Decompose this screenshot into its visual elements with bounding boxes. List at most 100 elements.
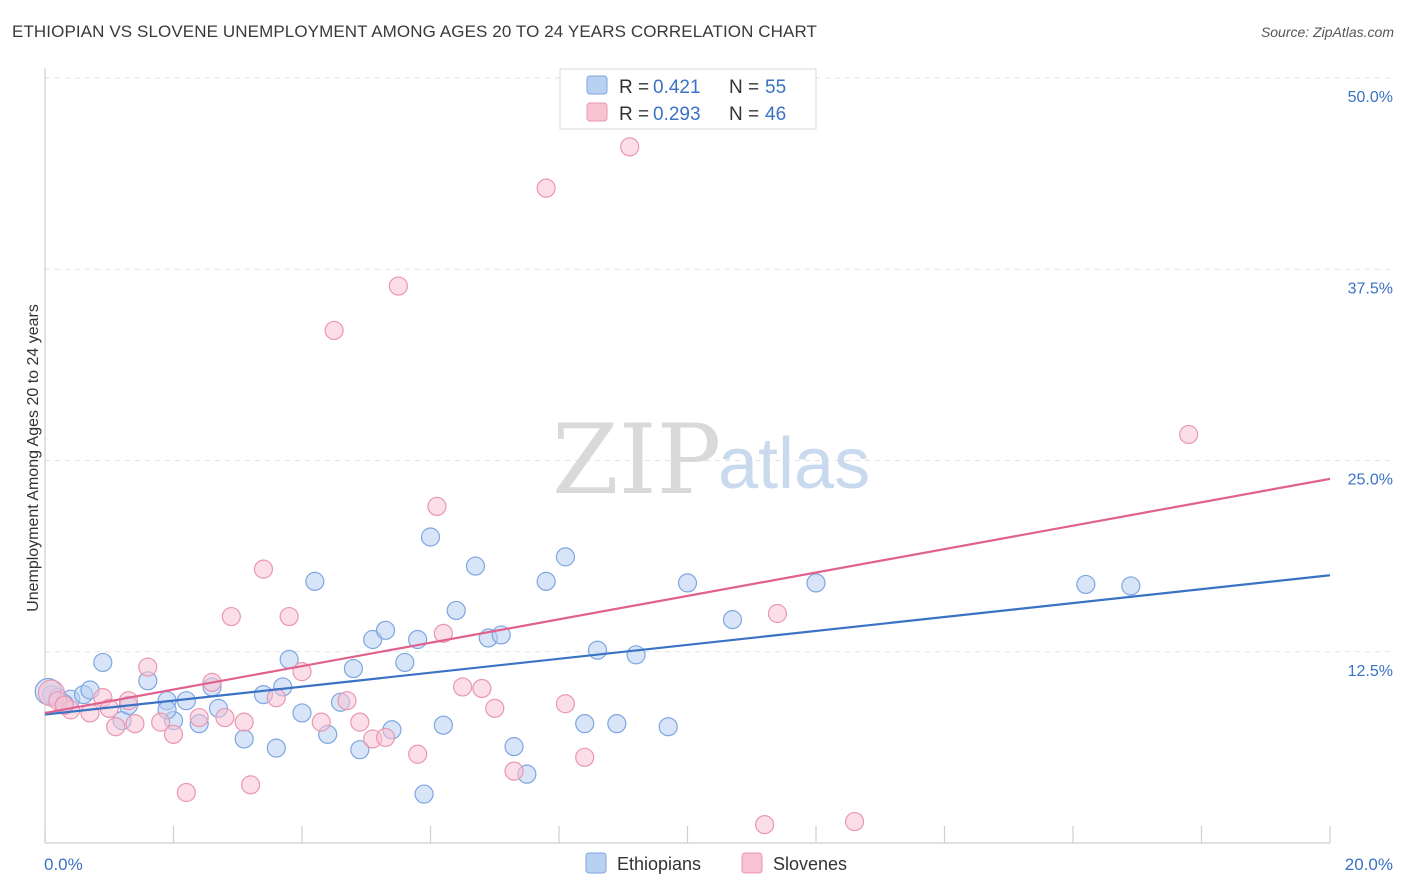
slovene-point xyxy=(754,815,775,835)
series-legend-ethiopians[interactable]: Ethiopians xyxy=(585,852,701,874)
slovene-point xyxy=(266,688,286,708)
legend-n-value: 46 xyxy=(765,104,786,125)
series-swatch-ethiopians xyxy=(585,852,607,874)
ethiopian-point xyxy=(555,547,576,567)
ethiopian-point xyxy=(575,714,595,734)
slovene-point xyxy=(163,724,184,744)
ethiopian-point xyxy=(395,652,415,673)
slovene-point xyxy=(279,606,299,627)
watermark-zip: ZIP xyxy=(552,404,721,516)
ethiopian-point xyxy=(350,740,370,760)
ethiopian-point xyxy=(806,573,826,593)
y-tick-label: 12.5% xyxy=(1348,663,1393,680)
slovene-point xyxy=(106,717,126,737)
legend-r-label: R = xyxy=(619,77,649,98)
source-credit: Source: ZipAtlas.com xyxy=(1260,24,1394,40)
ethiopian-point xyxy=(504,737,524,757)
ethiopian-point xyxy=(536,571,556,591)
slovene-point xyxy=(337,691,357,711)
slovene-point xyxy=(408,744,428,764)
ethiopian-point xyxy=(446,600,466,621)
ethiopian-trendline xyxy=(44,574,1331,716)
ethiopian-point xyxy=(677,573,698,593)
trendlines xyxy=(44,477,1331,716)
y-tick-label: 37.5% xyxy=(1348,280,1393,297)
series-label-ethiopians: Ethiopians xyxy=(617,854,701,874)
slovene-point xyxy=(575,747,595,767)
ethiopian-point xyxy=(93,652,113,673)
ethiopian-point xyxy=(626,645,646,665)
watermark: ZIP atlas xyxy=(552,404,870,516)
legend-swatch-slovenes xyxy=(586,102,608,122)
slovene-point xyxy=(485,698,505,718)
slovene-point xyxy=(138,657,158,677)
chart-title: ETHIOPIAN VS SLOVENE UNEMPLOYMENT AMONG … xyxy=(12,22,818,41)
legend-row-slovenes: R = 0.293 N = 46 xyxy=(586,102,786,125)
grid-lines xyxy=(45,77,1390,653)
ethiopian-point xyxy=(305,571,325,591)
slovene-point xyxy=(1179,424,1199,445)
slovene-point xyxy=(453,677,473,697)
slovene-point xyxy=(176,782,196,803)
slovene-point xyxy=(151,712,171,732)
slovene-point xyxy=(388,276,408,296)
slovene-point xyxy=(241,775,261,795)
slovene-point xyxy=(253,559,274,579)
x-tick-labels: 0.0% 20.0% xyxy=(44,855,1393,874)
correlation-legend: R = 0.421 N = 55 R = 0.293 N = 46 xyxy=(559,68,817,130)
slovene-point xyxy=(427,496,447,516)
slovene-point xyxy=(215,707,235,728)
slovene-point xyxy=(433,623,453,643)
series-legend: Ethiopians Slovenes xyxy=(585,852,847,874)
slovene-point xyxy=(350,712,370,732)
slovene-point xyxy=(536,178,556,198)
x-tick-label: 0.0% xyxy=(44,855,83,874)
ethiopian-point xyxy=(292,703,312,723)
legend-swatch-ethiopians xyxy=(586,75,608,95)
slovene-point xyxy=(555,694,576,714)
legend-n-value: 55 xyxy=(765,77,786,98)
ethiopian-point xyxy=(658,717,678,737)
legend-row-ethiopians: R = 0.421 N = 55 xyxy=(586,75,786,98)
slovene-point xyxy=(504,761,524,781)
slovene-point xyxy=(620,137,640,157)
ethiopian-point xyxy=(234,729,254,749)
legend-r-value: 0.293 xyxy=(653,104,701,125)
legend-n-label: N = xyxy=(729,77,759,98)
ethiopian-point xyxy=(1076,574,1096,595)
slovene-point xyxy=(472,678,492,699)
ethiopian-point xyxy=(465,556,486,576)
data-points xyxy=(34,137,1199,835)
watermark-atlas: atlas xyxy=(718,424,870,504)
slovene-point xyxy=(311,712,331,732)
legend-n-label: N = xyxy=(729,104,759,125)
y-tick-label: 25.0% xyxy=(1348,472,1393,489)
ethiopian-point xyxy=(722,610,743,630)
slovene-point xyxy=(844,811,865,832)
ethiopian-point xyxy=(420,527,441,547)
slovene-point xyxy=(125,714,145,734)
legend-r-value: 0.421 xyxy=(653,77,701,98)
series-legend-slovenes[interactable]: Slovenes xyxy=(741,852,847,874)
slovene-point xyxy=(767,603,788,624)
slovene-trendline xyxy=(44,477,1331,715)
slovene-point xyxy=(375,727,396,748)
series-label-slovenes: Slovenes xyxy=(773,854,847,874)
ethiopian-point xyxy=(375,620,396,640)
series-swatch-slovenes xyxy=(741,852,763,874)
ethiopian-point xyxy=(343,658,363,679)
ethiopian-point xyxy=(1121,576,1141,596)
slovene-point xyxy=(234,712,254,732)
y-tick-label: 50.0% xyxy=(1348,89,1393,106)
legend-r-label: R = xyxy=(619,104,649,125)
ethiopian-point xyxy=(433,715,453,735)
ethiopian-point xyxy=(607,714,627,734)
ethiopian-point xyxy=(587,640,608,660)
ethiopian-point xyxy=(414,784,434,804)
slovene-point xyxy=(189,707,209,728)
slovene-point xyxy=(221,606,241,627)
ethiopian-point xyxy=(266,738,286,758)
y-axis-label: Unemployment Among Ages 20 to 24 years xyxy=(25,304,42,612)
x-tick-label: 20.0% xyxy=(1345,855,1393,874)
